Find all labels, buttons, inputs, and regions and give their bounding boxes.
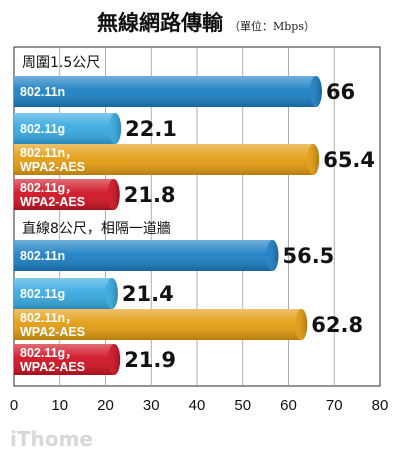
ithome-watermark: iThome bbox=[10, 427, 93, 451]
bar-end-cap-shading bbox=[309, 76, 322, 107]
bar-shading bbox=[14, 344, 115, 375]
x-tick-label: 0 bbox=[10, 397, 18, 414]
bar-end-cap-shading bbox=[107, 179, 120, 210]
x-axis-ticks: 0 10 20 30 40 50 60 70 80 bbox=[10, 397, 389, 414]
group-label: 周圍1.5公尺 bbox=[22, 55, 100, 71]
bar-shading bbox=[14, 76, 316, 107]
group-label: 直線8公尺，相隔一道牆 bbox=[22, 220, 171, 237]
bar-shading bbox=[14, 179, 114, 210]
bar-label: 802.11g bbox=[20, 122, 65, 136]
bar-label: WPA2-AES bbox=[20, 160, 85, 174]
x-tick-label: 20 bbox=[97, 397, 114, 414]
bar-end-cap-shading bbox=[295, 309, 308, 340]
value-label: 65.4 bbox=[323, 148, 375, 172]
x-tick-label: 40 bbox=[189, 397, 206, 414]
bar-label: 802.11n， bbox=[20, 146, 78, 160]
bar-label: 802.11n bbox=[20, 249, 65, 263]
x-tick-label: 30 bbox=[143, 397, 160, 414]
bar-shading bbox=[14, 240, 273, 271]
bar-label: 802.11n bbox=[20, 85, 65, 99]
x-tick-label: 80 bbox=[372, 397, 389, 414]
bar-label: 802.11n， bbox=[20, 311, 78, 325]
chart-title: 無線網路傳輸 bbox=[97, 11, 224, 35]
bar-label: WPA2-AES bbox=[20, 195, 85, 209]
x-tick-label: 50 bbox=[234, 397, 251, 414]
bar-end-cap-shading bbox=[105, 278, 118, 309]
bar-shading bbox=[14, 113, 116, 144]
bar-label: 802.11g， bbox=[20, 346, 78, 360]
x-tick-label: 10 bbox=[51, 397, 68, 414]
value-label: 62.8 bbox=[311, 313, 363, 337]
bar-shading bbox=[14, 144, 314, 175]
bar-shading bbox=[14, 309, 302, 340]
value-label: 66 bbox=[326, 80, 355, 104]
value-label: 21.4 bbox=[122, 282, 174, 306]
x-tick-label: 70 bbox=[326, 397, 343, 414]
bar-end-cap-shading bbox=[307, 144, 320, 175]
bar-label: WPA2-AES bbox=[20, 325, 85, 339]
bar-end-cap-shading bbox=[109, 113, 122, 144]
bar-end-cap-shading bbox=[266, 240, 279, 271]
bar-label: 802.11g， bbox=[20, 181, 78, 195]
value-label: 21.8 bbox=[124, 183, 176, 207]
bar-label: WPA2-AES bbox=[20, 360, 85, 374]
chart-unit: （單位：Mbps） bbox=[229, 19, 315, 33]
bar-label: 802.11g bbox=[20, 287, 65, 301]
value-label: 56.5 bbox=[282, 244, 334, 268]
bar-shading bbox=[14, 278, 112, 309]
value-label: 21.9 bbox=[124, 348, 176, 372]
x-tick-label: 60 bbox=[280, 397, 297, 414]
value-label: 22.1 bbox=[125, 117, 177, 141]
bar-end-cap-shading bbox=[108, 344, 121, 375]
